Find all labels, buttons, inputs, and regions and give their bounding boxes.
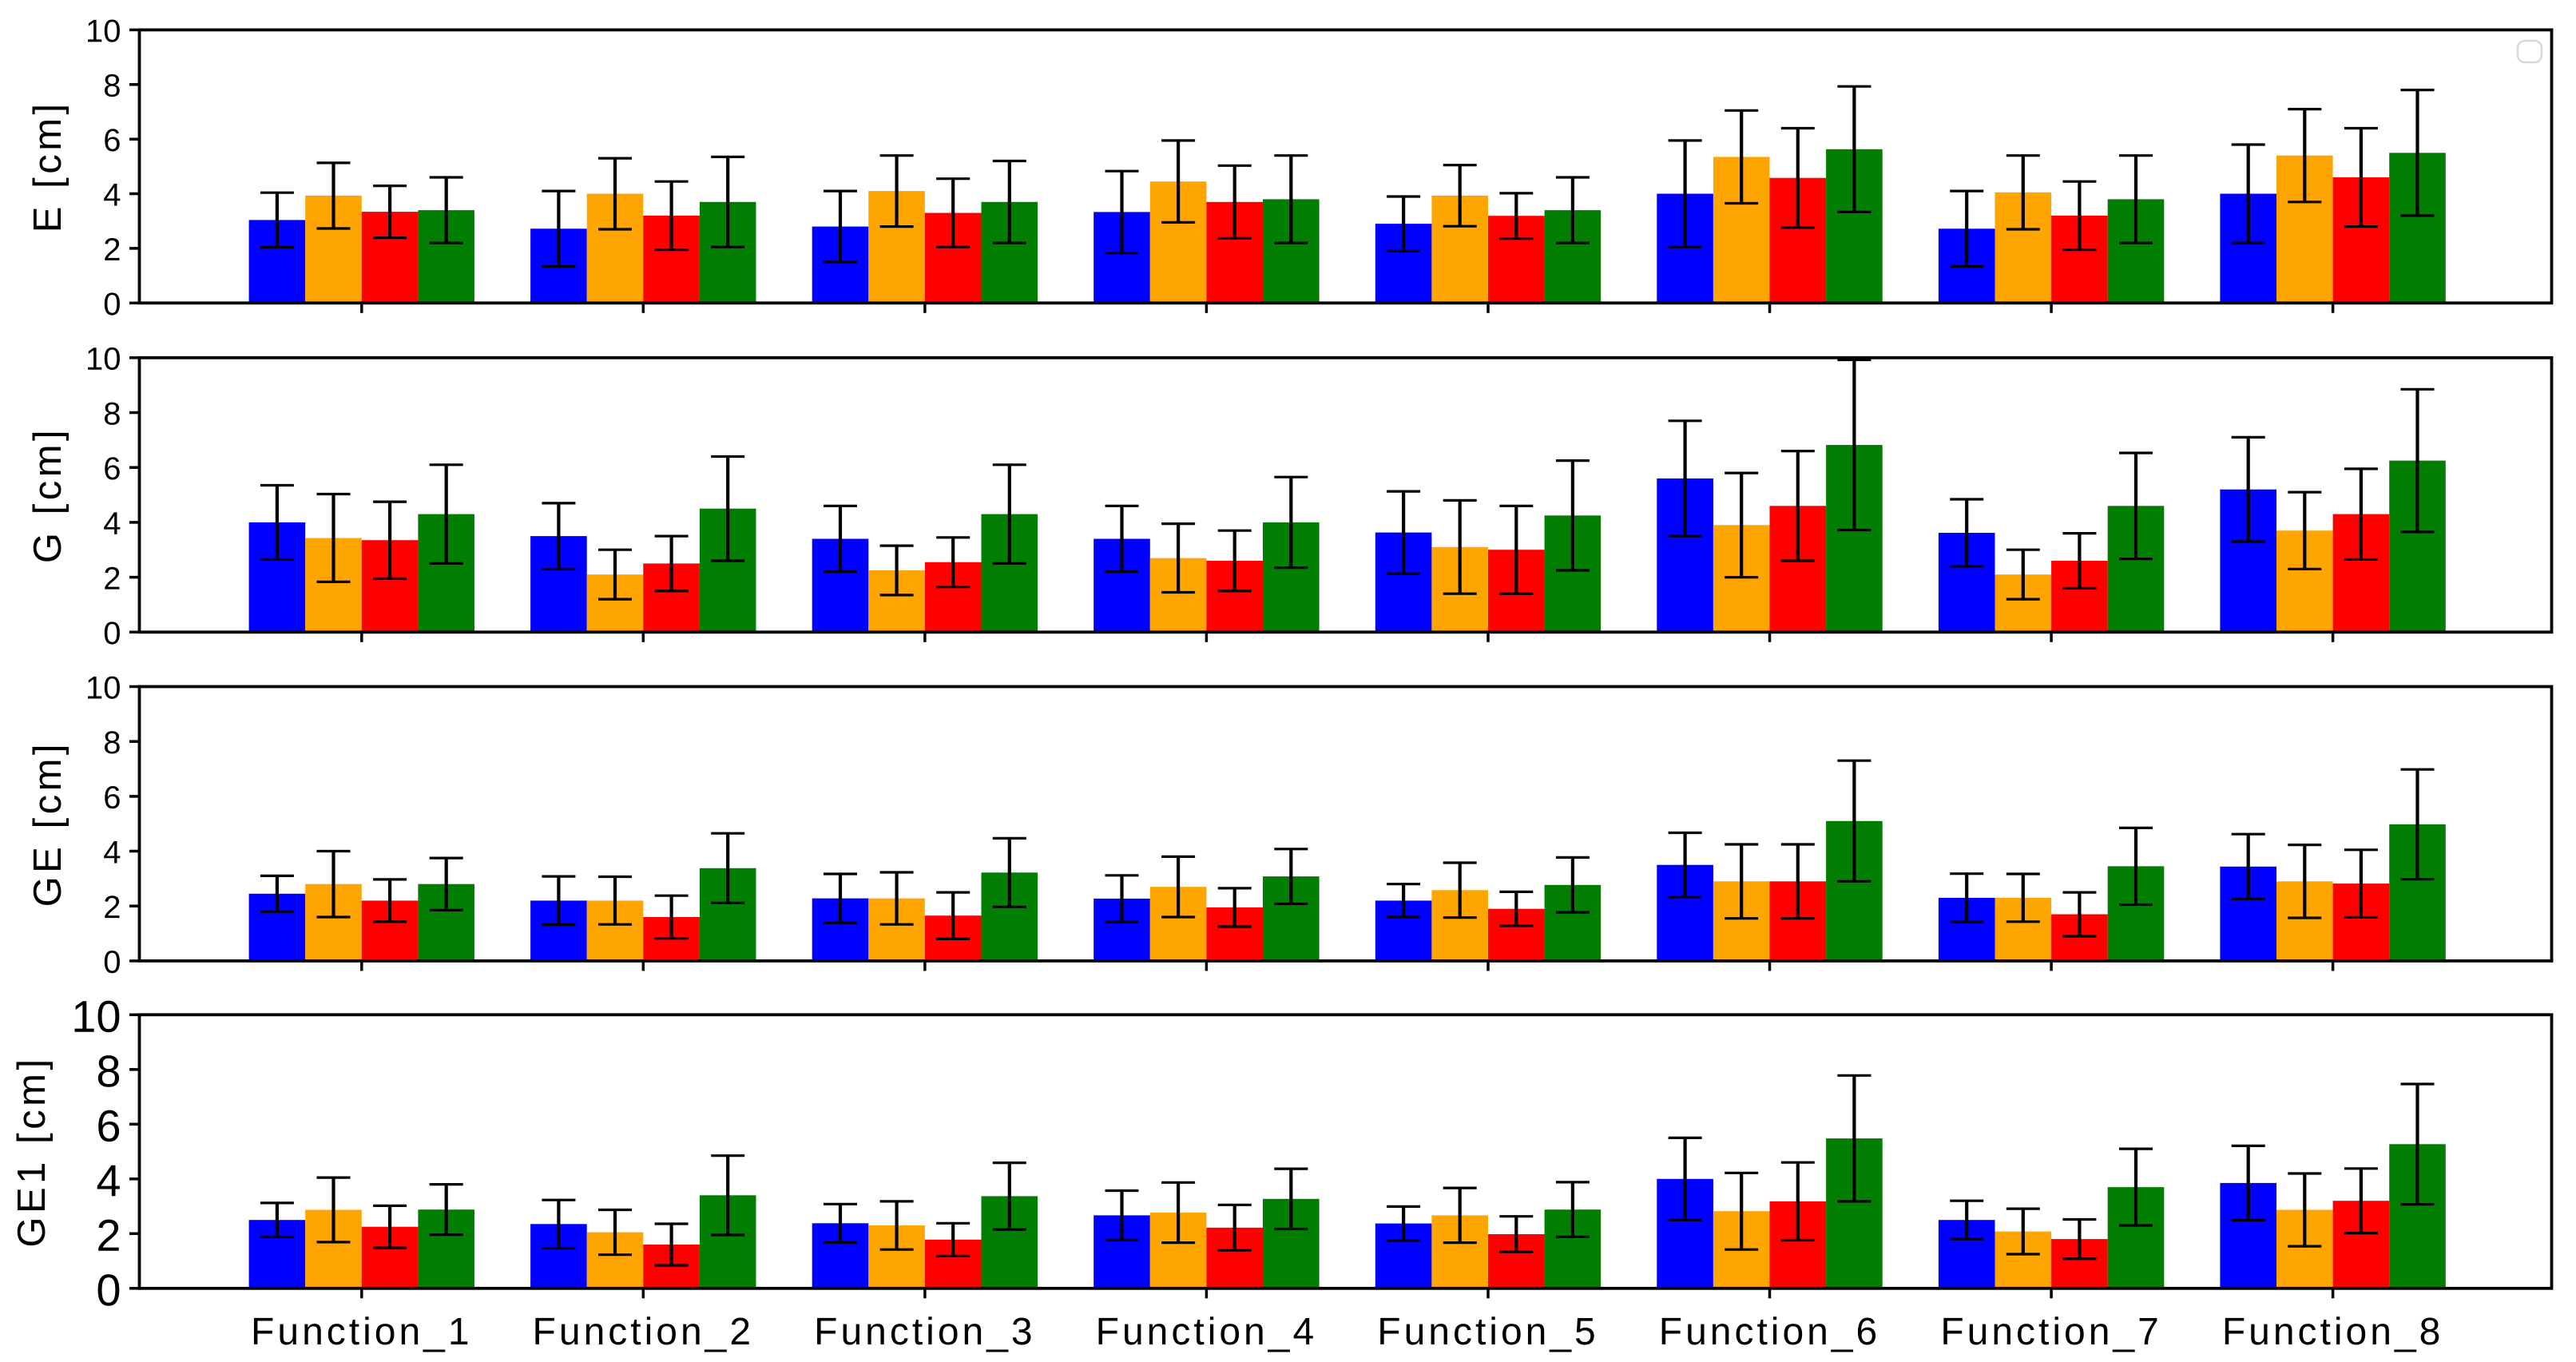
- svg-text:Function_7: Function_7: [1940, 1311, 2162, 1353]
- svg-text:10: 10: [71, 991, 121, 1042]
- svg-text:10: 10: [85, 670, 121, 705]
- svg-text:Function_4: Function_4: [1096, 1311, 1318, 1353]
- svg-text:Function_3: Function_3: [814, 1311, 1036, 1353]
- svg-text:0: 0: [103, 287, 121, 322]
- svg-text:6: 6: [96, 1101, 121, 1151]
- svg-text:6: 6: [103, 451, 121, 486]
- svg-text:10: 10: [85, 342, 121, 377]
- svg-text:0: 0: [96, 1265, 121, 1315]
- svg-text:4: 4: [103, 177, 121, 212]
- svg-text:2: 2: [103, 562, 121, 597]
- svg-text:4: 4: [103, 835, 121, 870]
- svg-text:GE1 [cm]: GE1 [cm]: [10, 1055, 54, 1247]
- svg-text:6: 6: [103, 123, 121, 158]
- svg-text:Function_2: Function_2: [533, 1311, 755, 1353]
- svg-text:E [cm]: E [cm]: [26, 100, 69, 232]
- svg-text:G [cm]: G [cm]: [26, 427, 69, 563]
- svg-text:2: 2: [96, 1210, 121, 1261]
- svg-text:2: 2: [103, 890, 121, 925]
- svg-text:8: 8: [96, 1046, 121, 1096]
- svg-text:Function_5: Function_5: [1377, 1311, 1599, 1353]
- svg-text:8: 8: [103, 69, 121, 104]
- svg-text:8: 8: [103, 725, 121, 760]
- svg-text:0: 0: [103, 945, 121, 980]
- svg-text:4: 4: [96, 1155, 121, 1205]
- svg-text:GE [cm]: GE [cm]: [26, 741, 69, 907]
- svg-text:0: 0: [103, 616, 121, 651]
- svg-text:10: 10: [85, 14, 121, 49]
- svg-text:2: 2: [103, 232, 121, 268]
- svg-text:6: 6: [103, 780, 121, 816]
- svg-text:Function_8: Function_8: [2222, 1311, 2444, 1353]
- svg-text:Function_6: Function_6: [1659, 1311, 1881, 1353]
- svg-text:8: 8: [103, 396, 121, 431]
- svg-text:Function_1: Function_1: [251, 1311, 473, 1353]
- svg-text:4: 4: [103, 506, 121, 542]
